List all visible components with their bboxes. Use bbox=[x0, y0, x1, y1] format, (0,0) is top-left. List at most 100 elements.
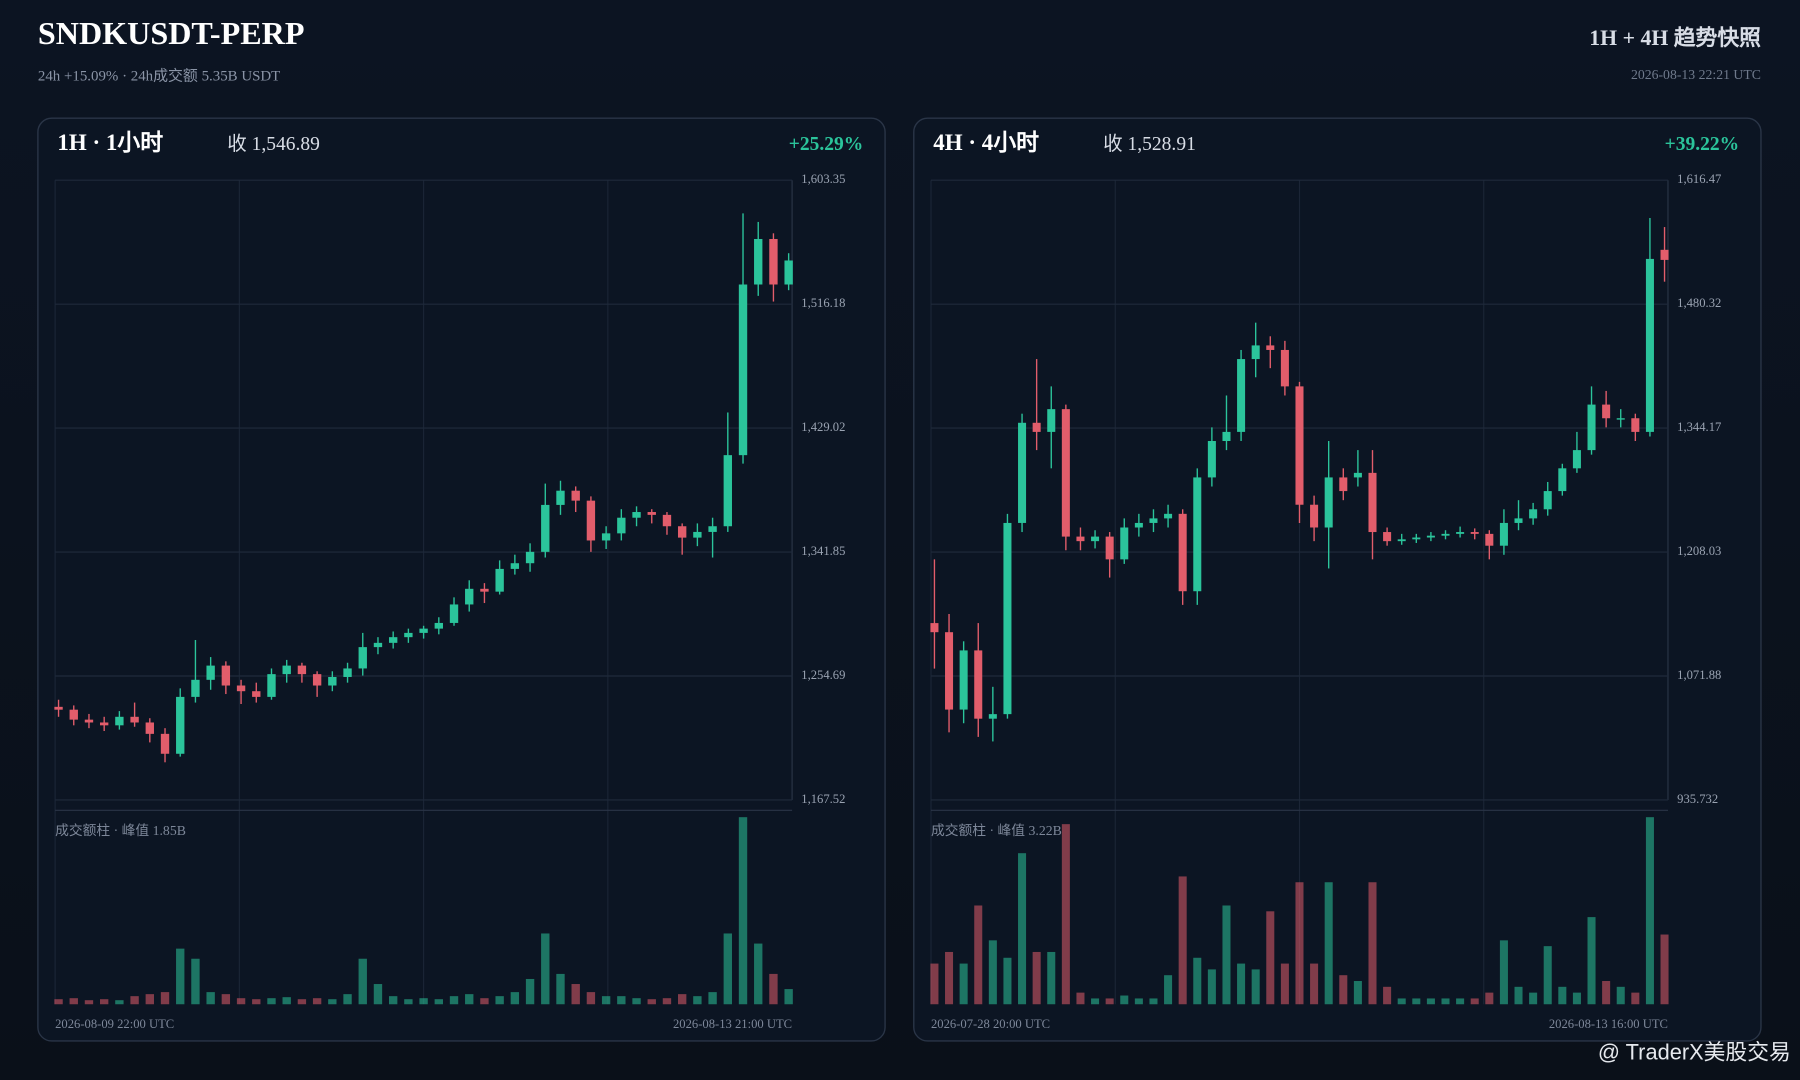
volume-bar bbox=[1339, 975, 1348, 1005]
candle-body bbox=[1412, 537, 1421, 540]
panel-title: 4H · 4小时 bbox=[933, 130, 1039, 155]
y-tick-label: 1,429.02 bbox=[801, 420, 845, 434]
volume-bar bbox=[434, 999, 443, 1005]
volume-label: 成交额柱 · 峰值 3.22B bbox=[931, 822, 1062, 838]
volume-bar bbox=[1529, 992, 1538, 1005]
volume-bar bbox=[1207, 969, 1216, 1005]
candle-body bbox=[1616, 418, 1625, 420]
candle-body bbox=[160, 733, 170, 754]
volume-bar bbox=[1164, 975, 1173, 1005]
volume-bar bbox=[99, 999, 109, 1005]
candle-body bbox=[571, 490, 580, 501]
volume-bar bbox=[784, 989, 793, 1005]
volume-bar bbox=[754, 943, 763, 1005]
candle-body bbox=[84, 719, 94, 723]
volume-bar bbox=[1237, 963, 1246, 1005]
candle-body bbox=[1529, 509, 1538, 519]
volume-bar bbox=[974, 905, 983, 1005]
candle-body bbox=[1631, 418, 1640, 432]
volume-bar bbox=[959, 963, 968, 1005]
candle-body bbox=[236, 685, 246, 692]
change: +39.22% bbox=[1665, 134, 1740, 155]
volume-bar bbox=[84, 1000, 94, 1005]
volume-bar bbox=[449, 996, 459, 1005]
volume-bar bbox=[1353, 981, 1362, 1005]
candle-body bbox=[449, 604, 459, 623]
volume-bar bbox=[1470, 998, 1479, 1005]
candle-body bbox=[1602, 404, 1611, 419]
candle-body bbox=[1441, 533, 1450, 536]
candle-body bbox=[252, 691, 261, 697]
candle-body bbox=[1426, 535, 1435, 538]
volume-bar bbox=[601, 996, 611, 1005]
candle-body bbox=[525, 551, 535, 564]
volume-bar bbox=[556, 973, 565, 1005]
candle-body bbox=[1237, 359, 1246, 432]
volume-bar bbox=[1616, 986, 1625, 1005]
volume-bar bbox=[267, 998, 276, 1005]
volume-bar bbox=[738, 817, 748, 1005]
candle-body bbox=[1558, 468, 1567, 492]
volume-bar bbox=[1134, 998, 1143, 1005]
volume-bar bbox=[1499, 940, 1508, 1005]
volume-bar bbox=[404, 999, 413, 1005]
volume-bar bbox=[1660, 934, 1669, 1005]
volume-bar bbox=[1645, 817, 1654, 1005]
candle-body bbox=[1178, 513, 1187, 592]
candle-body bbox=[556, 490, 565, 505]
volume-bar bbox=[988, 940, 997, 1005]
candle-body bbox=[1266, 345, 1275, 350]
volume-bar bbox=[1543, 946, 1552, 1005]
candle-body bbox=[191, 679, 200, 697]
candle-body bbox=[1091, 536, 1100, 542]
volume-bar bbox=[632, 998, 641, 1005]
candle-body bbox=[1120, 527, 1129, 560]
volume-bar bbox=[1324, 882, 1333, 1005]
volume-bar bbox=[160, 992, 170, 1005]
volume-bar bbox=[1251, 969, 1260, 1005]
candle-body bbox=[988, 714, 997, 719]
candle-body bbox=[974, 650, 983, 719]
volume-bar bbox=[1602, 981, 1611, 1005]
candle-body bbox=[1251, 345, 1260, 360]
volume-bar bbox=[510, 992, 520, 1005]
volume-label: 成交额柱 · 峰值 1.85B bbox=[55, 822, 186, 838]
volume-bar bbox=[1178, 876, 1187, 1005]
y-tick-label: 1,208.03 bbox=[1677, 544, 1721, 558]
candle-body bbox=[1003, 522, 1012, 715]
watermark: @ TraderX美股交易 bbox=[1598, 1039, 1791, 1064]
volume-bar bbox=[586, 992, 596, 1005]
candle-body bbox=[1572, 450, 1581, 469]
candle-body bbox=[373, 642, 383, 648]
candle-body bbox=[145, 722, 154, 734]
volume-bar bbox=[1412, 998, 1421, 1005]
candle-body bbox=[1353, 472, 1362, 478]
candle-body bbox=[1456, 532, 1465, 534]
volume-bar bbox=[525, 978, 535, 1005]
volume-bar bbox=[693, 996, 702, 1005]
candle-body bbox=[1310, 504, 1319, 528]
candle-body bbox=[1543, 491, 1552, 510]
y-tick-label: 1,480.32 bbox=[1677, 296, 1721, 310]
candle-body bbox=[480, 588, 489, 592]
candle-body bbox=[1149, 518, 1158, 523]
volume-bar bbox=[54, 999, 63, 1005]
candle-body bbox=[647, 512, 656, 515]
candle-body bbox=[419, 628, 428, 633]
candle-body bbox=[1076, 536, 1085, 542]
volume-bar bbox=[221, 994, 231, 1005]
y-tick-label: 1,167.52 bbox=[801, 792, 845, 806]
volume-bar bbox=[115, 1000, 124, 1005]
candle-body bbox=[617, 517, 626, 534]
candle-body bbox=[358, 647, 367, 669]
volume-bar bbox=[145, 994, 154, 1005]
candle-body bbox=[738, 284, 748, 456]
x-start-label: 2026-07-28 20:00 UTC bbox=[931, 1017, 1050, 1031]
y-tick-label: 1,603.35 bbox=[801, 172, 845, 186]
candle-body bbox=[495, 568, 504, 592]
candle-body bbox=[1470, 532, 1479, 534]
volume-bar bbox=[282, 997, 291, 1005]
candle-body bbox=[206, 665, 215, 680]
y-tick-label: 1,071.88 bbox=[1677, 668, 1721, 682]
